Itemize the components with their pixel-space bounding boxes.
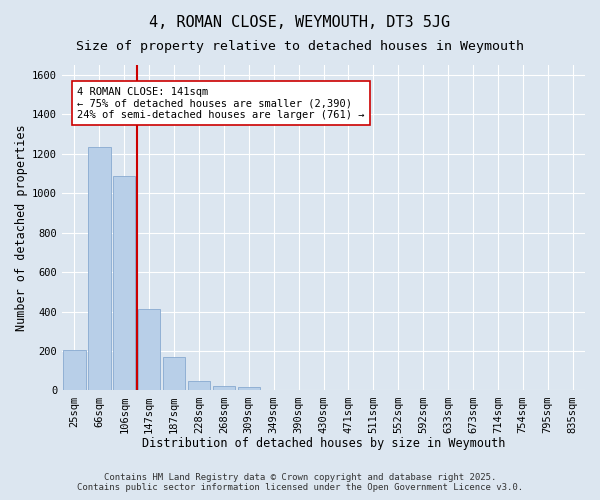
Bar bbox=[88, 147, 110, 390]
Bar bbox=[113, 176, 136, 390]
Text: Size of property relative to detached houses in Weymouth: Size of property relative to detached ho… bbox=[76, 40, 524, 53]
X-axis label: Distribution of detached houses by size in Weymouth: Distribution of detached houses by size … bbox=[142, 437, 505, 450]
Y-axis label: Number of detached properties: Number of detached properties bbox=[15, 124, 28, 331]
Bar bbox=[138, 308, 160, 390]
Bar bbox=[212, 386, 235, 390]
Bar bbox=[63, 350, 86, 391]
Bar bbox=[163, 357, 185, 390]
Text: 4, ROMAN CLOSE, WEYMOUTH, DT3 5JG: 4, ROMAN CLOSE, WEYMOUTH, DT3 5JG bbox=[149, 15, 451, 30]
Bar bbox=[238, 386, 260, 390]
Text: Contains HM Land Registry data © Crown copyright and database right 2025.
Contai: Contains HM Land Registry data © Crown c… bbox=[77, 473, 523, 492]
Bar bbox=[188, 380, 210, 390]
Text: 4 ROMAN CLOSE: 141sqm
← 75% of detached houses are smaller (2,390)
24% of semi-d: 4 ROMAN CLOSE: 141sqm ← 75% of detached … bbox=[77, 86, 364, 120]
